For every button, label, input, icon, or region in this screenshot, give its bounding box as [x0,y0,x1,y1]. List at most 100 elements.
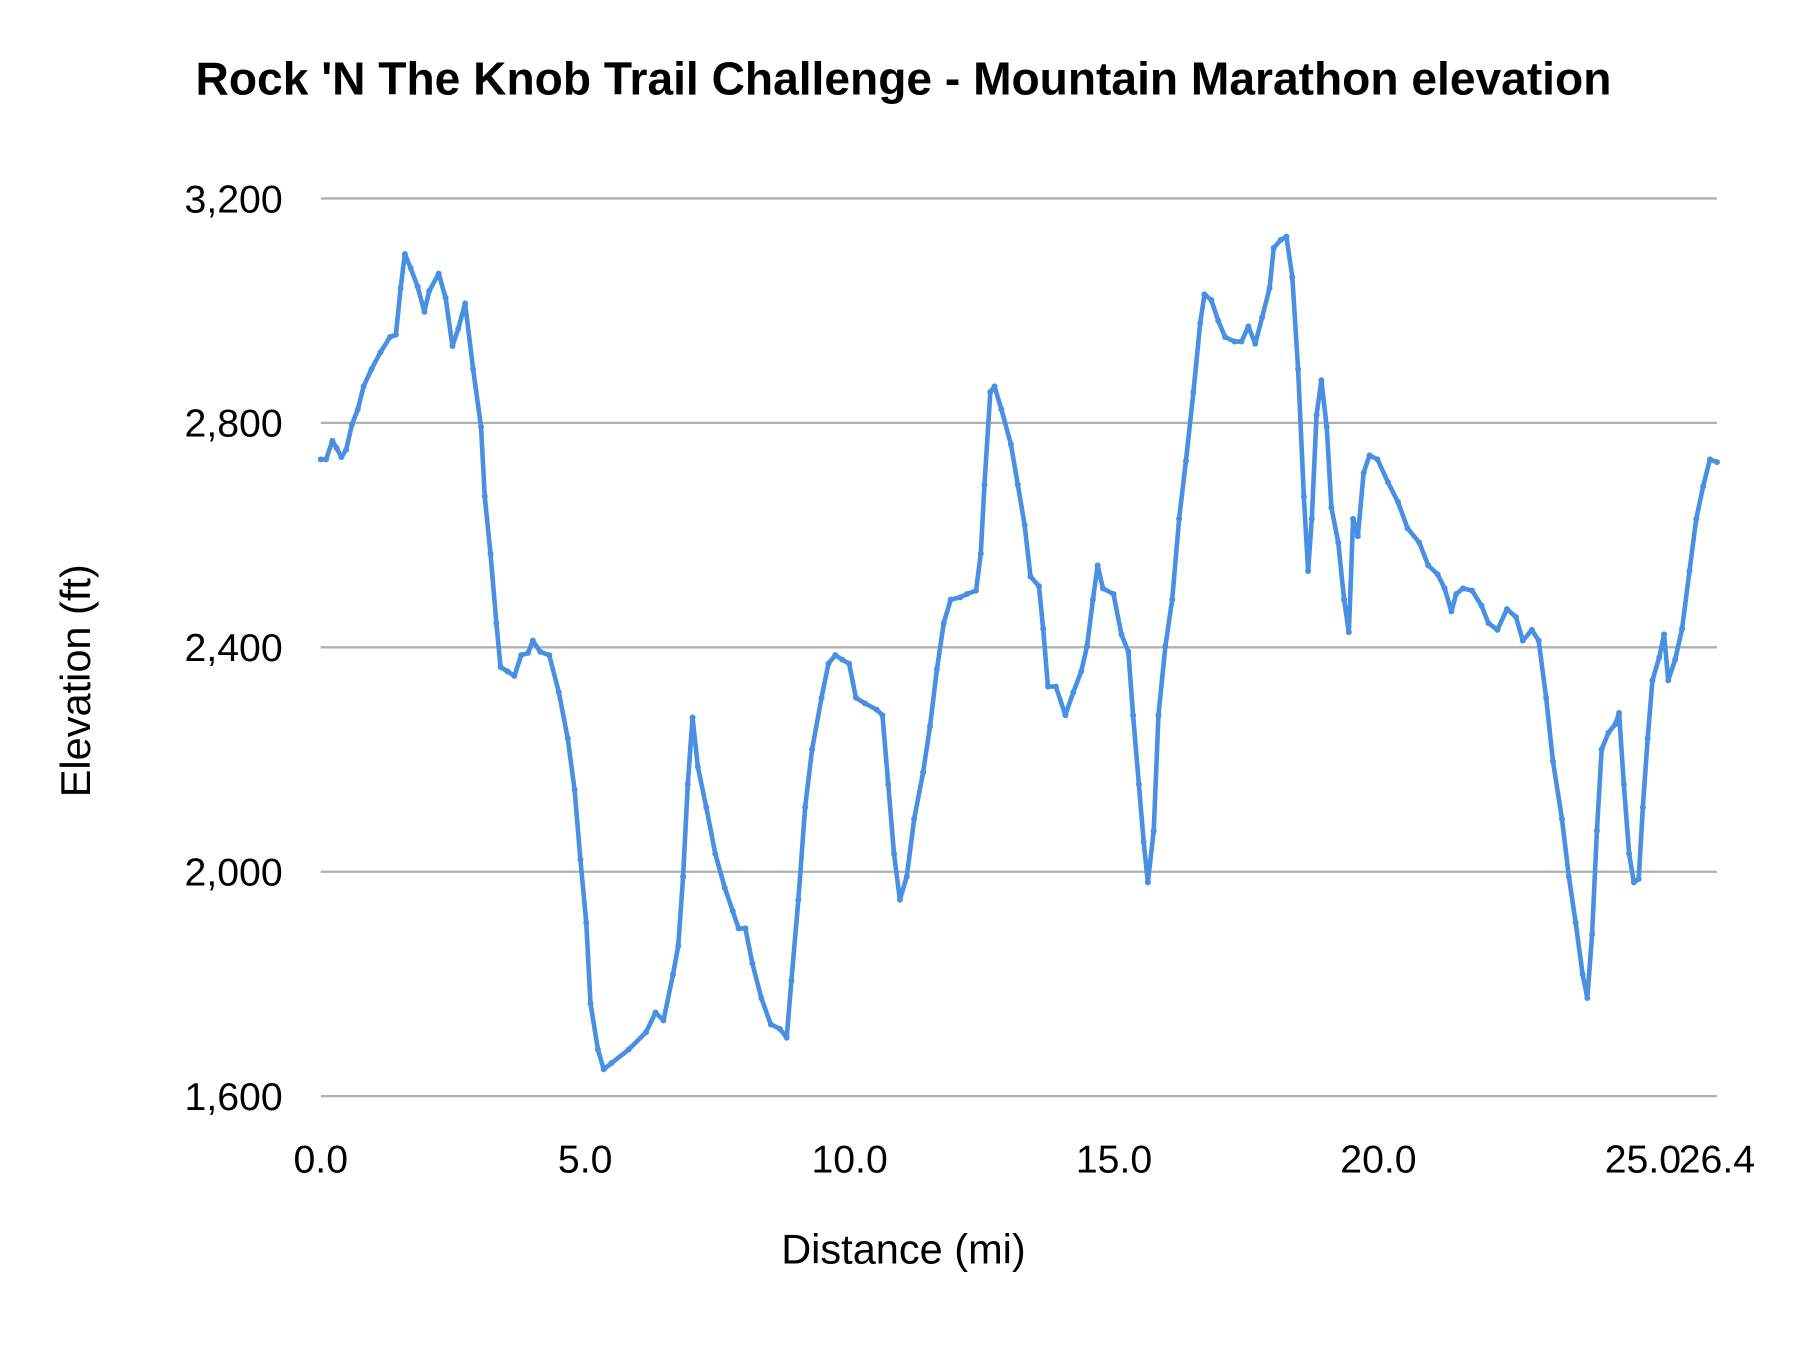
data-point [1661,631,1668,638]
data-point [1350,515,1357,522]
data-point [449,343,456,350]
y-tick-label: 1,600 [185,1075,283,1119]
data-point [1395,498,1402,505]
data-point [802,804,809,811]
data-point [689,714,696,721]
data-point [333,445,340,452]
data-point [1686,568,1693,575]
data-point [1448,608,1455,615]
data-point [401,251,408,258]
data-point [407,265,414,272]
data-point [1318,377,1325,384]
data-point [776,1025,783,1032]
data-point [1110,591,1117,598]
data-point [735,925,742,932]
data-point [987,389,994,396]
data-point [1593,827,1600,834]
data-point [1543,694,1550,701]
y-tick-label: 2,400 [185,626,283,670]
data-point [1222,334,1229,341]
data-point [426,288,433,295]
data-point [1605,729,1612,736]
data-point [1345,629,1352,636]
data-point [852,694,859,701]
data-point [721,885,728,892]
data-point [758,994,765,1001]
data-point [1713,459,1720,466]
data-point [1089,596,1096,603]
data-point [1354,533,1361,540]
data-point [338,454,345,461]
data-point [660,1017,667,1024]
data-point [1313,412,1320,419]
data-point [600,1066,607,1073]
data-point [1635,876,1642,883]
data-point [1453,591,1460,598]
data-point [1374,456,1381,463]
data-point [998,406,1005,413]
data-point [818,694,825,701]
data-point [414,283,421,290]
data-point [927,723,934,730]
data-point [1579,971,1586,978]
data-point [329,437,336,444]
data-point [1169,596,1176,603]
data-point [392,331,399,338]
data-point [529,637,536,644]
data-point [1044,683,1051,690]
data-point [1335,539,1342,546]
data-point [462,300,469,307]
data-point [1535,637,1542,644]
data-point [896,896,903,903]
data-point [1494,626,1501,633]
y-axis-label: Elevation (ft) [52,564,99,797]
data-point [1144,879,1151,886]
data-point [1485,620,1492,627]
data-point [1231,338,1238,345]
data-point [504,668,511,675]
x-tick-label: 10.0 [811,1137,887,1181]
data-point [1572,919,1579,926]
data-point [442,294,449,301]
data-point [387,334,394,341]
data-point [1693,515,1700,522]
data-point [1062,712,1069,719]
data-point [873,706,880,713]
data-point [749,960,756,967]
data-point [1549,758,1556,765]
x-axis-label: Distance (mi) [781,1225,1026,1272]
data-point [343,446,350,453]
data-point [1616,709,1623,716]
data-point [1612,721,1619,728]
data-point [497,663,504,670]
data-point [1084,643,1091,650]
data-point [1565,873,1572,880]
data-point [354,406,361,413]
data-point [1007,441,1014,448]
data-point [481,493,488,500]
data-point [1155,712,1162,719]
data-point [1118,631,1125,638]
data-point [1283,233,1290,240]
data-point [957,594,964,601]
data-point [1630,879,1637,886]
x-tick-label: 5.0 [558,1137,613,1181]
data-point [478,423,485,430]
data-point [903,873,910,880]
data-point [1512,614,1519,621]
data-point [1341,596,1348,603]
data-point [1434,571,1441,578]
data-point [1201,291,1208,298]
data-point [879,712,886,719]
data-point [809,746,816,753]
data-point [832,652,839,659]
data-point [1266,285,1273,292]
data-point [1620,781,1627,788]
data-point [1460,585,1467,592]
data-point [680,873,687,880]
data-point [694,763,701,770]
data-point [839,656,846,663]
data-point [981,481,988,488]
y-tick-label: 3,200 [185,177,283,221]
data-point [1182,458,1189,465]
